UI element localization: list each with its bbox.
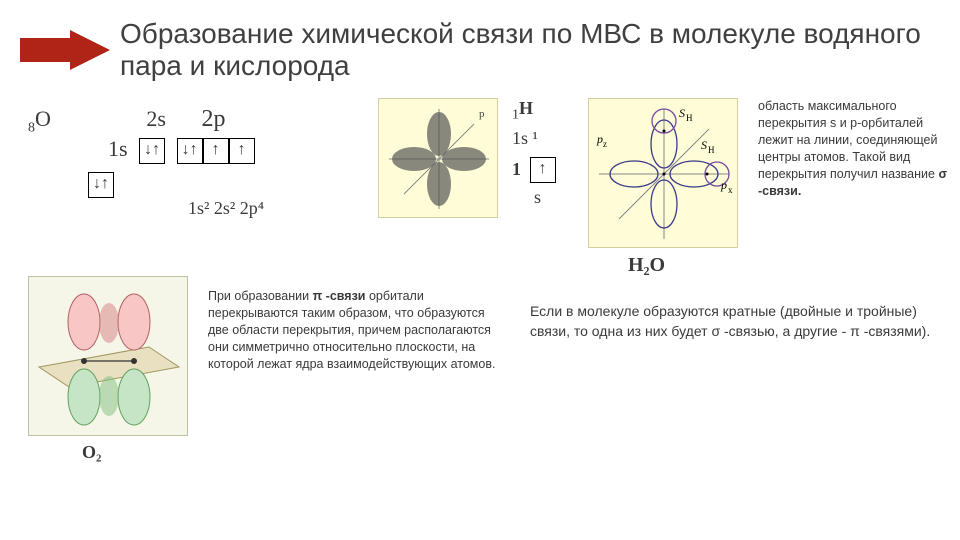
orb-2p1: ↓↑ (177, 138, 203, 164)
page-title: Образование химической связи по МВС в мо… (120, 18, 930, 82)
pi-text-bold: π -связи (313, 289, 366, 303)
hydrogen-s-label: s (534, 187, 582, 208)
svg-text:H: H (708, 145, 715, 155)
oxygen-row-1s: ↓↑ (88, 170, 114, 198)
svg-text:p: p (479, 108, 485, 120)
content-area: 8O 2s 2p 1s ↓↑ ↓↑↑↑ ↓↑ 1s² 2s² 2p⁴ p (0, 92, 960, 532)
svg-text:p: p (720, 178, 727, 192)
o2-label: O₂ (82, 442, 101, 463)
hydrogen-sym: H (519, 98, 533, 118)
title-row: Образование химической связи по МВС в мо… (0, 0, 960, 92)
sigma-text-body: область максимального перекрытия s и p-о… (758, 99, 938, 181)
hydrogen-z: 1 (512, 108, 519, 123)
h2o-label: H₂O (628, 254, 665, 277)
svg-text:x: x (728, 185, 733, 195)
hydrogen-config: 1H 1s ¹ 1 ↑ s (512, 98, 582, 208)
hydrogen-symbol: 1H (512, 98, 582, 124)
sigma-bond-text: область максимального перекрытия s и p-о… (758, 98, 948, 199)
hydrogen-config-text: 1s ¹ (512, 128, 582, 149)
oxygen-config-text: 1s² 2s² 2p⁴ (188, 198, 264, 219)
multiple-bonds-text: Если в молекуле образуются кратные (двой… (530, 302, 940, 341)
hydrogen-orb-row: 1 ↑ (512, 157, 582, 183)
label-2s: 2s (146, 106, 166, 132)
svg-text:z: z (603, 139, 607, 149)
orb-2s: ↓↑ (139, 138, 165, 164)
orb-h1s: ↑ (530, 157, 556, 183)
svg-text:p: p (596, 132, 603, 146)
o2-pi-diagram (28, 276, 188, 436)
accent-arrow-icon (20, 30, 110, 70)
pi-bond-text: При образовании π -связи орбитали перекр… (208, 288, 498, 372)
svg-text:S: S (679, 106, 685, 120)
orb-2p2: ↑ (203, 138, 229, 164)
oxygen-sym: O (35, 106, 51, 131)
label-2p: 2p (201, 106, 225, 133)
orb-2p3: ↑ (229, 138, 255, 164)
oxygen-row-2s2p: 1s ↓↑ ↓↑↑↑ (108, 136, 255, 164)
p-orbital-diagram: p (378, 98, 498, 218)
label-1s: 1s (108, 136, 128, 162)
pi-text-a: При образовании (208, 289, 313, 303)
orb-1s: ↓↑ (88, 172, 114, 198)
oxygen-config: 8O 2s 2p 1s ↓↑ ↓↑↑↑ ↓↑ 1s² 2s² 2p⁴ (28, 98, 368, 238)
oxygen-symbol: 8O 2s 2p (28, 106, 231, 136)
oxygen-z: 8 (28, 121, 35, 136)
svg-text:H: H (686, 113, 693, 123)
h2o-orbital-diagram: pz px SH SH (588, 98, 738, 248)
svg-text:S: S (701, 138, 707, 152)
hydrogen-one: 1 (512, 159, 521, 179)
